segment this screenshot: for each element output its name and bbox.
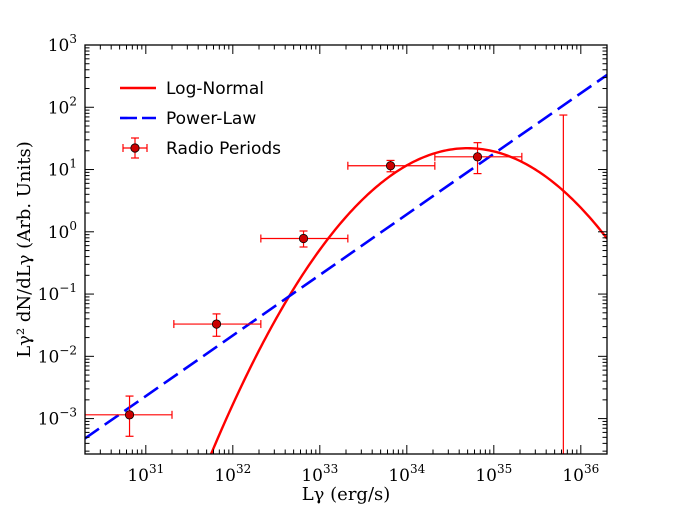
radio-period-point [434, 142, 523, 175]
y-axis-label: Lγ² dN/dLγ (Arb. Units) [14, 141, 35, 358]
radio-period-point [85, 395, 173, 437]
x-tick-label: 1032 [214, 462, 251, 486]
y-tick-label: 10−2 [38, 343, 77, 367]
labels-layer: 1031 1032 1033 1034 1035 1036 10−3 10−2 10−1 100 1… [14, 32, 599, 505]
legend-label: Power-Law [166, 109, 256, 129]
legend-marker [130, 143, 140, 153]
x-tick-label: 1031 [127, 462, 164, 486]
y-tick-label: 10−3 [38, 406, 77, 430]
ticks-layer [84, 44, 608, 454]
y-tick-label: 103 [48, 32, 77, 56]
y-tick-label: 100 [48, 219, 77, 243]
data-marker [124, 410, 135, 420]
y-tick-label: 10−1 [38, 281, 77, 305]
legend-item: Log-Normal [120, 79, 264, 99]
legend-item: Power-Law [120, 109, 256, 129]
y-tick-label: 101 [48, 157, 77, 181]
x-tick-label: 1036 [562, 462, 599, 486]
data-marker [385, 161, 396, 171]
y-tick-label: 102 [48, 94, 77, 118]
legend-item: Radio Periods [122, 137, 281, 159]
legend-label: Radio Periods [166, 139, 281, 159]
x-tick-label: 1033 [301, 462, 338, 486]
x-tick-label: 1035 [475, 462, 512, 486]
radio-period-point [260, 230, 349, 248]
radio-period-point [559, 114, 568, 454]
power-law-line [85, 73, 607, 440]
data-marker [211, 319, 222, 329]
radio-period-point [173, 313, 262, 337]
data-marker [298, 233, 309, 244]
log-normal-curve [209, 147, 607, 454]
x-axis-label: Lγ (erg/s) [302, 484, 391, 505]
radio-period-point [347, 159, 436, 173]
legend-label: Log-Normal [166, 79, 264, 99]
data-layer [85, 73, 607, 454]
data-marker [472, 152, 483, 162]
legend: Log-Normal Power-Law Radio Periods [120, 79, 281, 159]
x-tick-label: 1034 [388, 462, 425, 486]
